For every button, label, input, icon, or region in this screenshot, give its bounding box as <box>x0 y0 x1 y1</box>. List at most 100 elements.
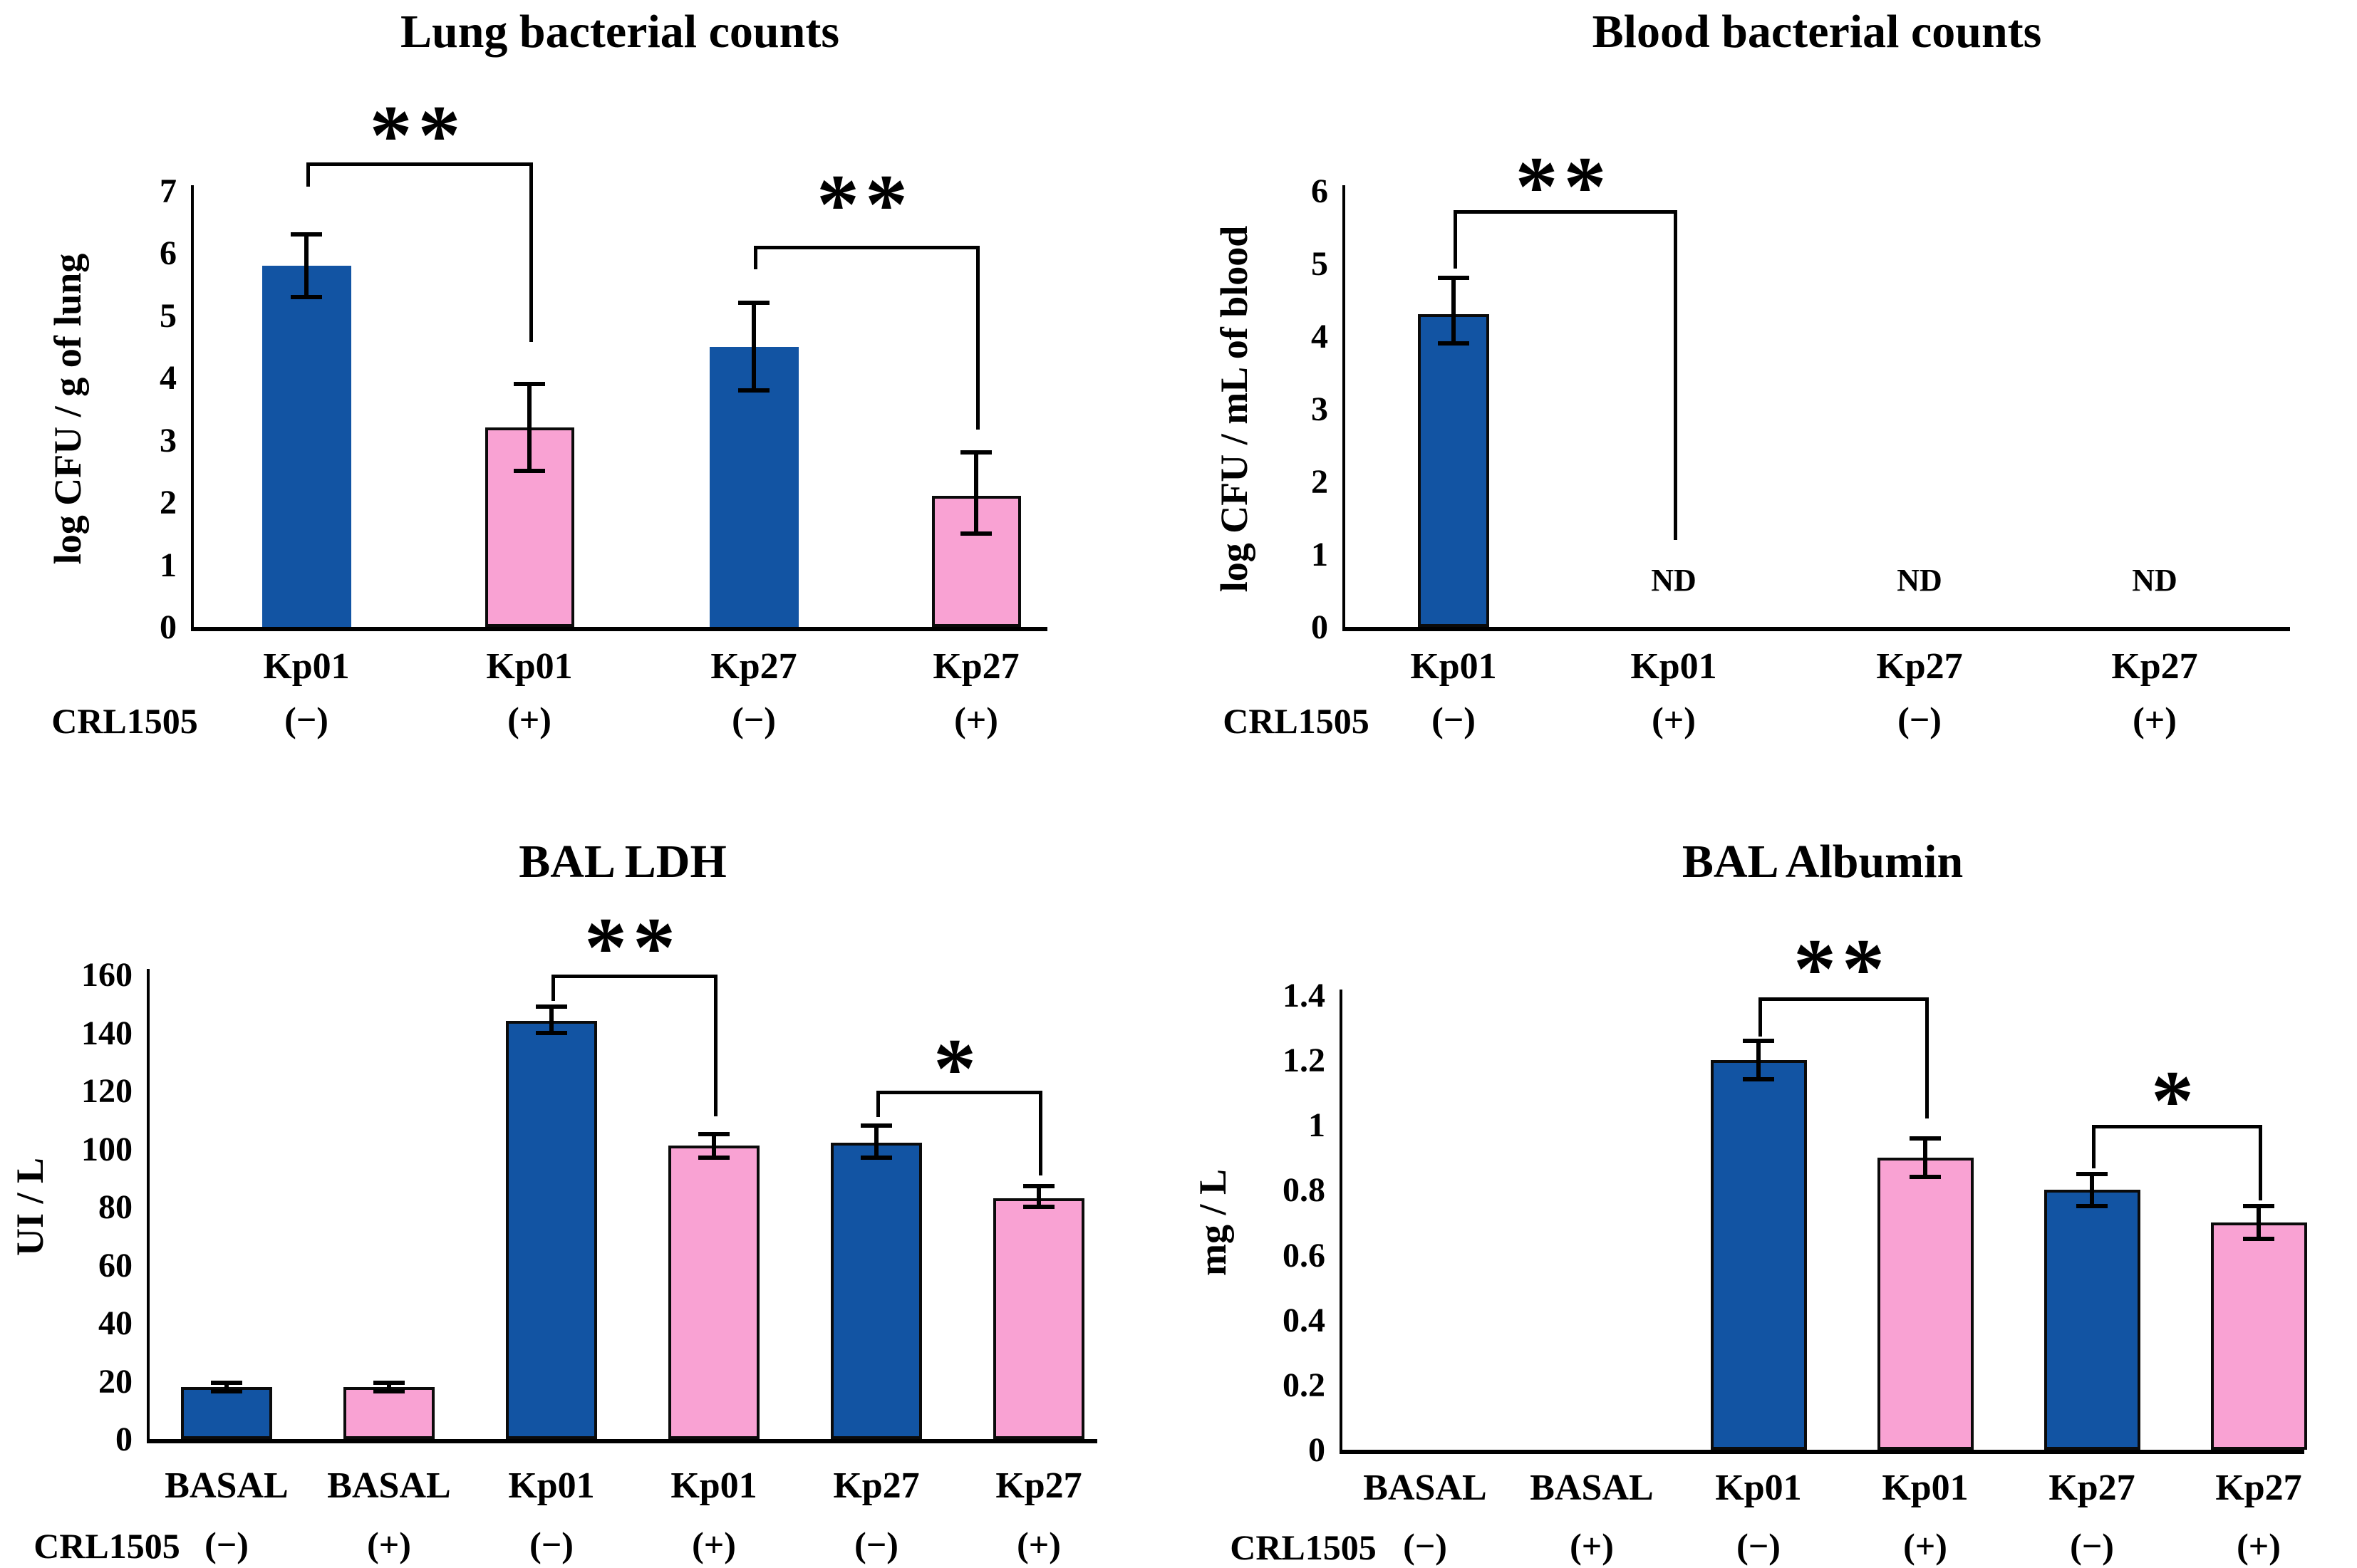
error-bar-line <box>1451 278 1456 344</box>
error-bar-cap-bottom <box>514 469 545 474</box>
error-bar-cap-top <box>698 1132 730 1137</box>
error-bar-line <box>1037 1186 1041 1207</box>
y-tick-label: 140 <box>81 1014 133 1052</box>
significance-bracket-left <box>551 975 555 1001</box>
error-bar-line <box>752 303 756 390</box>
treatment-row-label: CRL1505 <box>1223 701 1369 741</box>
y-tick-label: 4 <box>160 359 177 398</box>
y-axis-line <box>1340 990 1342 1450</box>
y-tick-label: 0.4 <box>1283 1301 1325 1339</box>
significance-bracket-right <box>529 162 533 342</box>
error-bar-cap-bottom <box>1910 1175 1941 1180</box>
error-bar-cap-bottom <box>2243 1236 2274 1241</box>
chart-albumin-panel: BAL Albumin mg / L CRL1505 0 0.2 0.4 0.6 0.8… <box>1178 784 2357 1567</box>
y-tick-label: 1.2 <box>1283 1042 1325 1080</box>
bar-control <box>2043 1190 2140 1450</box>
y-tick-label: 6 <box>160 234 177 273</box>
error-bar-cap-top <box>1023 1184 1055 1189</box>
bar-control <box>1710 1060 1807 1450</box>
significance-bracket-right <box>714 975 718 1116</box>
error-bar-cap-bottom <box>211 1388 242 1393</box>
y-tick-label: 40 <box>98 1304 133 1342</box>
y-tick-label: 100 <box>81 1130 133 1168</box>
treatment-label: (−) <box>732 700 776 739</box>
category-label: BASAL <box>327 1465 451 1506</box>
error-bar-cap-top <box>960 450 992 455</box>
error-bar-line <box>974 452 978 534</box>
category-label: BASAL <box>165 1465 289 1506</box>
significance-bracket-right <box>2259 1125 2262 1200</box>
treatment-label: (−) <box>529 1525 574 1564</box>
treatment-label: (−) <box>284 700 328 739</box>
chart-lung-panel: Lung bacterial counts log CFU / g of lun… <box>0 0 1178 784</box>
nd-label: ND <box>2132 563 2177 598</box>
error-bar-line <box>1923 1138 1927 1178</box>
y-tick-label: 1 <box>160 546 177 584</box>
y-tick-label: 3 <box>160 421 177 460</box>
y-tick-label: 2 <box>160 484 177 522</box>
error-bar-line <box>527 384 532 472</box>
category-label: Kp27 <box>995 1465 1082 1506</box>
y-tick-label: 0.6 <box>1283 1236 1325 1274</box>
bar-treated <box>1877 1157 1974 1450</box>
error-bar-cap-top <box>861 1123 892 1128</box>
plot-area: 0 1 2 3 4 5 6 Kp01 (−) Kp01 (+) Kp27 (−) Kp27 (+) ND ND N… <box>1178 0 2357 784</box>
treatment-label: (+) <box>1903 1526 1947 1566</box>
significance-bracket-top <box>306 162 533 166</box>
error-bar-line <box>304 234 309 297</box>
error-bar-line <box>224 1382 229 1391</box>
error-bar-line <box>2090 1173 2094 1207</box>
significance-bracket-top <box>1454 210 1677 214</box>
bar-control <box>831 1143 922 1439</box>
y-tick-label: 20 <box>98 1362 133 1401</box>
treatment-label: (+) <box>2133 700 2177 739</box>
treatment-label: (+) <box>1017 1525 1061 1564</box>
bar-control <box>1418 314 1489 627</box>
error-bar-line <box>2257 1206 2261 1239</box>
y-tick-label: 5 <box>1311 245 1328 283</box>
y-tick-label: 1 <box>1311 536 1328 573</box>
significance-bracket-top <box>754 246 980 249</box>
error-bar-cap-top <box>291 232 322 237</box>
error-bar-cap-top <box>1743 1038 1774 1043</box>
treatment-row-label: CRL1505 <box>33 1526 180 1566</box>
error-bar-cap-bottom <box>291 294 322 299</box>
treatment-label: (+) <box>954 700 998 739</box>
y-tick-label: 0.8 <box>1283 1171 1325 1210</box>
bar-control <box>181 1386 272 1439</box>
error-bar-line <box>1756 1040 1761 1080</box>
significance-bracket-left <box>876 1091 880 1117</box>
y-tick-label: 160 <box>81 956 133 994</box>
error-bar-cap-top <box>738 301 770 306</box>
bar-control <box>261 265 351 627</box>
chart-title: BAL Albumin <box>1682 836 1964 888</box>
error-bar-line <box>874 1125 879 1158</box>
category-label: Kp27 <box>2048 1468 2135 1508</box>
x-axis-line <box>191 627 1047 631</box>
category-label: Kp27 <box>833 1465 920 1506</box>
error-bar-cap-top <box>1910 1136 1941 1141</box>
significance-bracket-top <box>551 975 718 978</box>
category-label: BASAL <box>1363 1468 1487 1508</box>
treatment-label: (+) <box>507 700 551 739</box>
chart-title: Blood bacterial counts <box>1592 6 2042 58</box>
chart-title: Lung bacterial counts <box>400 6 840 58</box>
treatment-label: (−) <box>2070 1526 2114 1566</box>
x-axis-line <box>1342 627 2290 631</box>
y-tick-label: 0 <box>115 1421 133 1458</box>
y-tick-label: 5 <box>160 296 177 335</box>
x-axis-line <box>1340 1450 2304 1454</box>
error-bar-cap-top <box>536 1004 567 1009</box>
nd-label: ND <box>1651 563 1696 598</box>
treatment-label: (+) <box>367 1525 411 1564</box>
plot-area: 0 1 2 3 4 5 6 7 Kp01 (−) Kp01 (+) Kp27 (−) Kp27 (+) ** ** <box>0 0 1178 784</box>
category-label: Kp01 <box>486 646 573 687</box>
significance-label: * <box>933 1021 982 1116</box>
y-tick-label: 0 <box>160 608 177 646</box>
error-bar-cap-top <box>1438 276 1469 281</box>
y-tick-label: 0 <box>1308 1431 1325 1469</box>
category-label: Kp01 <box>1882 1468 1969 1508</box>
category-label: Kp01 <box>263 646 350 687</box>
bar-control <box>506 1021 597 1439</box>
